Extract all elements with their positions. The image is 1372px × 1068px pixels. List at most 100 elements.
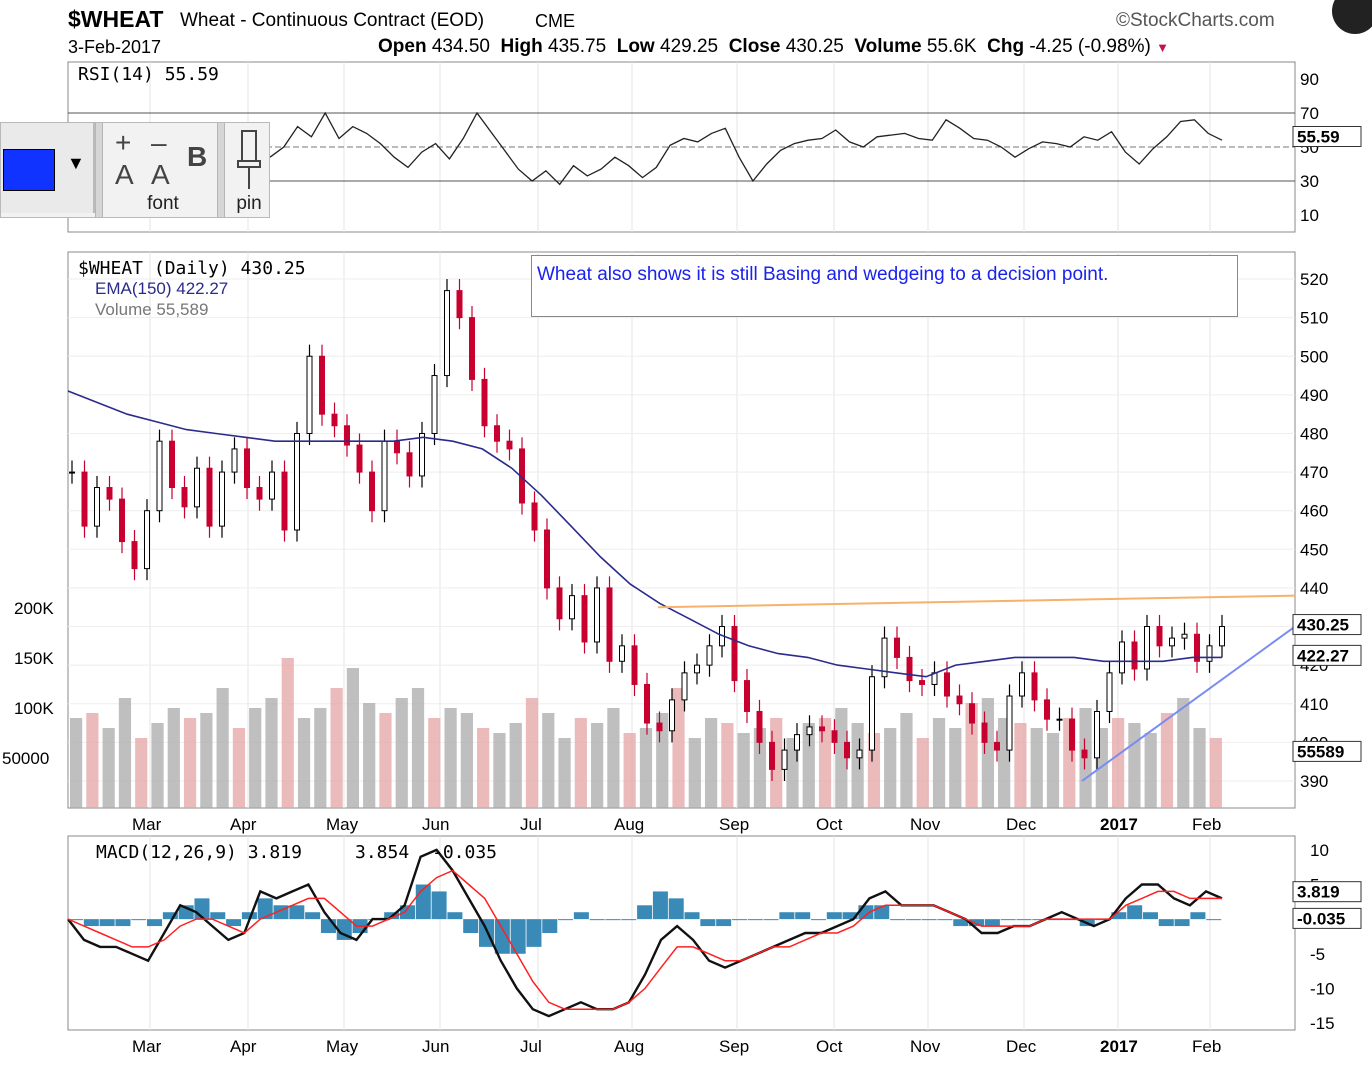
pin-group[interactable]: pin <box>229 123 269 217</box>
histogram-bar <box>1032 919 1048 921</box>
x-tick-label: Dec <box>1006 815 1037 834</box>
candle-body <box>194 467 200 508</box>
volume-bar <box>477 728 490 808</box>
volume-bar <box>737 733 750 808</box>
color-picker[interactable]: ▼ <box>1 123 95 213</box>
volume-bar <box>265 698 278 808</box>
volume-bar <box>330 688 343 808</box>
histogram-bar <box>447 912 463 920</box>
volume-last-value-box <box>1292 740 1362 762</box>
histogram-bar <box>431 891 447 920</box>
volume-bar <box>200 713 213 808</box>
candle-body <box>1044 699 1050 720</box>
candle-body <box>1169 637 1175 647</box>
volume-bar <box>232 728 246 808</box>
x-tick-label: Nov <box>910 1037 941 1056</box>
volume-legend: Volume 55,589 <box>95 300 208 319</box>
candle-body <box>294 432 300 531</box>
histogram-bar <box>226 919 242 927</box>
macd-hist-legend: -0.035 <box>432 842 497 863</box>
candle-body <box>1069 718 1075 751</box>
volume-bar <box>1030 728 1043 808</box>
volume-bar <box>932 718 946 808</box>
x-tick-label: May <box>326 815 359 834</box>
volume-bar <box>167 708 180 808</box>
candle-body <box>706 645 713 666</box>
histogram-bar <box>810 919 827 921</box>
x-tick-label: Jun <box>422 1037 449 1056</box>
histogram-bar <box>605 919 621 921</box>
candle-body <box>1094 710 1100 759</box>
brand-watermark[interactable]: ©StockCharts.com <box>1116 10 1275 31</box>
volume-bar <box>428 718 441 808</box>
candle-body <box>1181 633 1188 639</box>
rsi-tick-label: 70 <box>1300 104 1319 123</box>
chart-annotation[interactable]: Wheat also shows it is still Basing and … <box>531 255 1238 317</box>
bold-icon[interactable]: B <box>187 141 208 172</box>
histogram-bar <box>1190 912 1206 920</box>
histogram-bar <box>147 919 163 927</box>
font-decrease-icon[interactable]: – A <box>151 127 170 190</box>
histogram-bar <box>68 919 84 921</box>
font-increase-icon[interactable]: + A <box>115 127 134 190</box>
candle-body <box>344 425 350 446</box>
candle-body <box>244 448 250 489</box>
volume-bar <box>542 713 555 808</box>
chevron-down-icon[interactable]: ▼ <box>67 153 85 173</box>
x-tick-label: Jul <box>520 1037 542 1056</box>
price-tick-label: 510 <box>1300 309 1328 328</box>
signal-line <box>67 869 1222 1010</box>
macd-tick-label: -15 <box>1310 1014 1335 1033</box>
histogram-bar <box>289 905 305 920</box>
high-label: High <box>500 36 543 57</box>
rsi-legend: RSI(14) 55.59 <box>78 64 219 85</box>
volume-bar <box>297 718 311 808</box>
close-label: Close <box>728 36 781 57</box>
volume-bar <box>574 718 587 808</box>
histogram-bar <box>921 919 937 921</box>
volume-bar <box>949 728 962 808</box>
volume-bars <box>70 658 1222 808</box>
rsi-last-value: 55.59 <box>1297 127 1340 146</box>
volume-bar <box>981 698 994 808</box>
price-tick-label: 480 <box>1300 424 1328 443</box>
candle-body <box>831 730 838 743</box>
candle-body <box>381 440 388 512</box>
candle-body <box>281 471 288 531</box>
histogram-bar <box>731 919 747 921</box>
histogram-bar <box>542 919 558 933</box>
price-tick-label: 440 <box>1300 579 1328 598</box>
x-tick-label: Aug <box>614 815 644 834</box>
histogram-bar <box>162 912 178 920</box>
color-swatch[interactable] <box>3 149 55 191</box>
candle-body <box>219 471 225 527</box>
volume-bar <box>249 708 262 808</box>
ema-line <box>67 390 1222 678</box>
candle-body <box>881 637 888 678</box>
pin-label: pin <box>236 193 262 214</box>
candle-body <box>631 645 638 685</box>
pin-icon[interactable] <box>229 127 269 197</box>
candle-body <box>131 541 138 570</box>
candle-body <box>969 703 975 724</box>
candle-body <box>756 710 763 743</box>
low-value: 429.25 <box>660 36 719 57</box>
candle-body <box>206 467 213 527</box>
candle-body <box>1206 645 1213 662</box>
candle-body <box>569 595 575 620</box>
ema-legend: EMA(150) 422.27 <box>95 279 228 298</box>
volume-bar <box>135 738 148 808</box>
candle-body <box>231 448 238 473</box>
rsi-last-value-box <box>1292 125 1362 147</box>
price-tick-label: 490 <box>1300 386 1328 405</box>
volume-bar <box>688 738 701 808</box>
price-tick-label: 390 <box>1300 772 1328 791</box>
candle-body <box>1194 633 1200 662</box>
candle-body <box>794 734 800 751</box>
histogram-bar <box>652 891 668 920</box>
histogram-bar <box>1174 919 1190 927</box>
volume-bar <box>558 738 571 808</box>
candle-body <box>819 726 825 732</box>
price-tick-label: 470 <box>1300 463 1328 482</box>
candle-body <box>531 502 538 531</box>
